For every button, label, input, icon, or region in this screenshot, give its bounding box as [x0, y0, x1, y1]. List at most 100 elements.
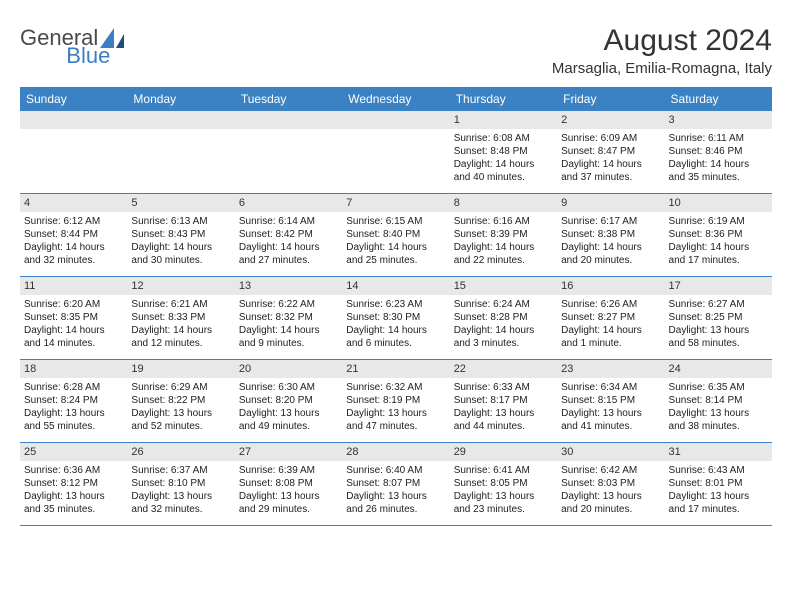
- sunset-text: Sunset: 8:10 PM: [131, 477, 230, 490]
- day-cell: 11Sunrise: 6:20 AMSunset: 8:35 PMDayligh…: [20, 277, 127, 359]
- day-header: Wednesday: [342, 87, 449, 111]
- sunrise-text: Sunrise: 6:36 AM: [24, 464, 123, 477]
- day-cell: 8 Sunrise: 6:16 AMSunset: 8:39 PMDaylight…: [450, 194, 557, 276]
- daylight-text: Daylight: 13 hours and 47 minutes.: [346, 407, 445, 433]
- sunset-text: Sunset: 8:43 PM: [131, 228, 230, 241]
- sunset-text: Sunset: 8:32 PM: [239, 311, 338, 324]
- day-cell: 22Sunrise: 6:33 AMSunset: 8:17 PMDayligh…: [450, 360, 557, 442]
- sunrise-text: Sunrise: 6:22 AM: [239, 298, 338, 311]
- header-row: General Blue August 2024 Marsaglia, Emil…: [20, 24, 772, 77]
- day-number: 10: [665, 194, 772, 212]
- sunset-text: Sunset: 8:08 PM: [239, 477, 338, 490]
- sunrise-text: Sunrise: 6:43 AM: [669, 464, 768, 477]
- day-cell: 19Sunrise: 6:29 AMSunset: 8:22 PMDayligh…: [127, 360, 234, 442]
- day-number: 7: [342, 194, 449, 212]
- day-number: 1: [450, 111, 557, 129]
- sunset-text: Sunset: 8:40 PM: [346, 228, 445, 241]
- day-cell: 7 Sunrise: 6:15 AMSunset: 8:40 PMDaylight…: [342, 194, 449, 276]
- day-content: Sunrise: 6:43 AMSunset: 8:01 PMDaylight:…: [665, 463, 772, 520]
- day-number: 16: [557, 277, 664, 295]
- daylight-text: Daylight: 13 hours and 38 minutes.: [669, 407, 768, 433]
- day-number: 17: [665, 277, 772, 295]
- sunrise-text: Sunrise: 6:30 AM: [239, 381, 338, 394]
- sunrise-text: Sunrise: 6:41 AM: [454, 464, 553, 477]
- day-cell: 29Sunrise: 6:41 AMSunset: 8:05 PMDayligh…: [450, 443, 557, 525]
- day-content: Sunrise: 6:35 AMSunset: 8:14 PMDaylight:…: [665, 380, 772, 437]
- day-number: 8: [450, 194, 557, 212]
- calendar: SundayMondayTuesdayWednesdayThursdayFrid…: [20, 87, 772, 526]
- sunrise-text: Sunrise: 6:13 AM: [131, 215, 230, 228]
- day-content: Sunrise: 6:15 AMSunset: 8:40 PMDaylight:…: [342, 214, 449, 271]
- day-content: Sunrise: 6:24 AMSunset: 8:28 PMDaylight:…: [450, 297, 557, 354]
- daylight-text: Daylight: 13 hours and 49 minutes.: [239, 407, 338, 433]
- sunset-text: Sunset: 8:01 PM: [669, 477, 768, 490]
- sunset-text: Sunset: 8:15 PM: [561, 394, 660, 407]
- sunset-text: Sunset: 8:28 PM: [454, 311, 553, 324]
- day-header: Friday: [557, 87, 664, 111]
- day-cell: 20 Sunrise: 6:30 AMSunset: 8:20 PMDayligh…: [235, 360, 342, 442]
- sunrise-text: Sunrise: 6:29 AM: [131, 381, 230, 394]
- week-row: 4Sunrise: 6:12 AMSunset: 8:44 PMDaylight…: [20, 194, 772, 277]
- day-number: 2: [557, 111, 664, 129]
- sunrise-text: Sunrise: 6:09 AM: [561, 132, 660, 145]
- day-content: Sunrise: 6:21 AMSunset: 8:33 PMDaylight:…: [127, 297, 234, 354]
- daylight-text: Daylight: 14 hours and 20 minutes.: [561, 241, 660, 267]
- logo: General Blue: [20, 24, 172, 51]
- daylight-text: Daylight: 14 hours and 35 minutes.: [669, 158, 768, 184]
- day-cell: 17Sunrise: 6:27 AMSunset: 8:25 PMDayligh…: [665, 277, 772, 359]
- day-content: Sunrise: 6:12 AMSunset: 8:44 PMDaylight:…: [20, 214, 127, 271]
- day-header-row: SundayMondayTuesdayWednesdayThursdayFrid…: [20, 87, 772, 111]
- day-cell: 10 Sunrise: 6:19 AMSunset: 8:36 PMDayligh…: [665, 194, 772, 276]
- week-row: 11Sunrise: 6:20 AMSunset: 8:35 PMDayligh…: [20, 277, 772, 360]
- day-cell: 28Sunrise: 6:40 AMSunset: 8:07 PMDayligh…: [342, 443, 449, 525]
- sunset-text: Sunset: 8:39 PM: [454, 228, 553, 241]
- daylight-text: Daylight: 14 hours and 14 minutes.: [24, 324, 123, 350]
- sunrise-text: Sunrise: 6:34 AM: [561, 381, 660, 394]
- sunset-text: Sunset: 8:20 PM: [239, 394, 338, 407]
- daylight-text: Daylight: 13 hours and 23 minutes.: [454, 490, 553, 516]
- day-number: 23: [557, 360, 664, 378]
- day-number: 20: [235, 360, 342, 378]
- day-content: Sunrise: 6:16 AMSunset: 8:39 PMDaylight:…: [450, 214, 557, 271]
- day-content: Sunrise: 6:13 AMSunset: 8:43 PMDaylight:…: [127, 214, 234, 271]
- day-cell: 25Sunrise: 6:36 AMSunset: 8:12 PMDayligh…: [20, 443, 127, 525]
- sunset-text: Sunset: 8:19 PM: [346, 394, 445, 407]
- daylight-text: Daylight: 13 hours and 20 minutes.: [561, 490, 660, 516]
- weeks-container: 1Sunrise: 6:08 AMSunset: 8:48 PMDaylight…: [20, 111, 772, 526]
- week-row: 1Sunrise: 6:08 AMSunset: 8:48 PMDaylight…: [20, 111, 772, 194]
- daylight-text: Daylight: 13 hours and 17 minutes.: [669, 490, 768, 516]
- day-content: Sunrise: 6:40 AMSunset: 8:07 PMDaylight:…: [342, 463, 449, 520]
- daylight-text: Daylight: 14 hours and 17 minutes.: [669, 241, 768, 267]
- sunset-text: Sunset: 8:47 PM: [561, 145, 660, 158]
- sunrise-text: Sunrise: 6:23 AM: [346, 298, 445, 311]
- sunrise-text: Sunrise: 6:19 AM: [669, 215, 768, 228]
- day-number: 11: [20, 277, 127, 295]
- daylight-text: Daylight: 14 hours and 27 minutes.: [239, 241, 338, 267]
- day-cell: 18Sunrise: 6:28 AMSunset: 8:24 PMDayligh…: [20, 360, 127, 442]
- sunrise-text: Sunrise: 6:27 AM: [669, 298, 768, 311]
- day-content: Sunrise: 6:33 AMSunset: 8:17 PMDaylight:…: [450, 380, 557, 437]
- sunrise-text: Sunrise: 6:12 AM: [24, 215, 123, 228]
- daylight-text: Daylight: 14 hours and 30 minutes.: [131, 241, 230, 267]
- daylight-text: Daylight: 14 hours and 12 minutes.: [131, 324, 230, 350]
- logo-text-blue: Blue: [66, 43, 110, 69]
- sunset-text: Sunset: 8:24 PM: [24, 394, 123, 407]
- sunset-text: Sunset: 8:44 PM: [24, 228, 123, 241]
- day-header: Sunday: [20, 87, 127, 111]
- day-content: Sunrise: 6:17 AMSunset: 8:38 PMDaylight:…: [557, 214, 664, 271]
- day-content: Sunrise: 6:14 AMSunset: 8:42 PMDaylight:…: [235, 214, 342, 271]
- sunset-text: Sunset: 8:12 PM: [24, 477, 123, 490]
- sunrise-text: Sunrise: 6:32 AM: [346, 381, 445, 394]
- day-content: Sunrise: 6:23 AMSunset: 8:30 PMDaylight:…: [342, 297, 449, 354]
- day-cell: [127, 111, 234, 193]
- day-cell: 21Sunrise: 6:32 AMSunset: 8:19 PMDayligh…: [342, 360, 449, 442]
- day-cell: 30Sunrise: 6:42 AMSunset: 8:03 PMDayligh…: [557, 443, 664, 525]
- day-content: Sunrise: 6:19 AMSunset: 8:36 PMDaylight:…: [665, 214, 772, 271]
- sunset-text: Sunset: 8:33 PM: [131, 311, 230, 324]
- daylight-text: Daylight: 14 hours and 37 minutes.: [561, 158, 660, 184]
- sunset-text: Sunset: 8:05 PM: [454, 477, 553, 490]
- day-number: 14: [342, 277, 449, 295]
- daylight-text: Daylight: 13 hours and 52 minutes.: [131, 407, 230, 433]
- day-cell: [235, 111, 342, 193]
- day-cell: 3Sunrise: 6:11 AMSunset: 8:46 PMDaylight…: [665, 111, 772, 193]
